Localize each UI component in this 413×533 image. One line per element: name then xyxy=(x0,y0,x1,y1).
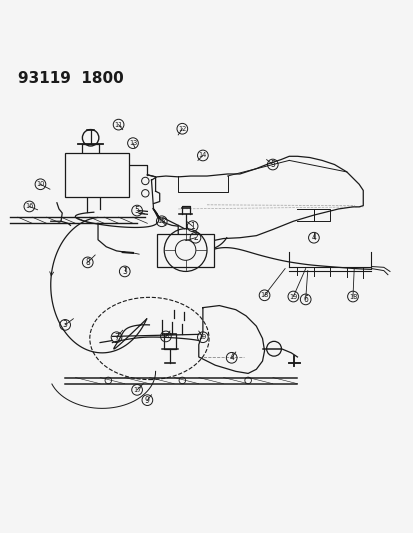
Text: 9: 9 xyxy=(145,395,150,405)
Text: 18: 18 xyxy=(260,292,268,298)
Text: 11: 11 xyxy=(114,122,122,127)
Text: 14: 14 xyxy=(198,152,206,158)
Text: 12: 12 xyxy=(178,126,186,132)
Text: 3: 3 xyxy=(122,267,127,276)
Text: 5: 5 xyxy=(270,160,275,169)
Text: 19: 19 xyxy=(198,334,206,340)
Text: 2: 2 xyxy=(192,233,197,242)
Text: 17: 17 xyxy=(133,387,141,393)
Text: 6: 6 xyxy=(303,295,307,304)
Text: 18: 18 xyxy=(161,334,170,340)
Text: 3: 3 xyxy=(62,320,67,329)
Text: 4: 4 xyxy=(311,233,316,242)
Text: 16: 16 xyxy=(25,204,33,209)
Text: 7: 7 xyxy=(114,333,119,342)
Text: 18: 18 xyxy=(348,294,356,300)
Text: 5: 5 xyxy=(134,206,139,215)
Text: 1: 1 xyxy=(190,222,195,231)
Text: 19: 19 xyxy=(289,294,297,300)
Bar xyxy=(65,154,128,197)
Bar xyxy=(157,233,214,266)
Text: 93119  1800: 93119 1800 xyxy=(18,71,123,86)
Text: 15: 15 xyxy=(157,219,166,224)
Text: 8: 8 xyxy=(85,258,90,267)
Text: 10: 10 xyxy=(36,181,45,187)
Text: 13: 13 xyxy=(128,140,137,146)
Text: 4: 4 xyxy=(229,353,233,362)
